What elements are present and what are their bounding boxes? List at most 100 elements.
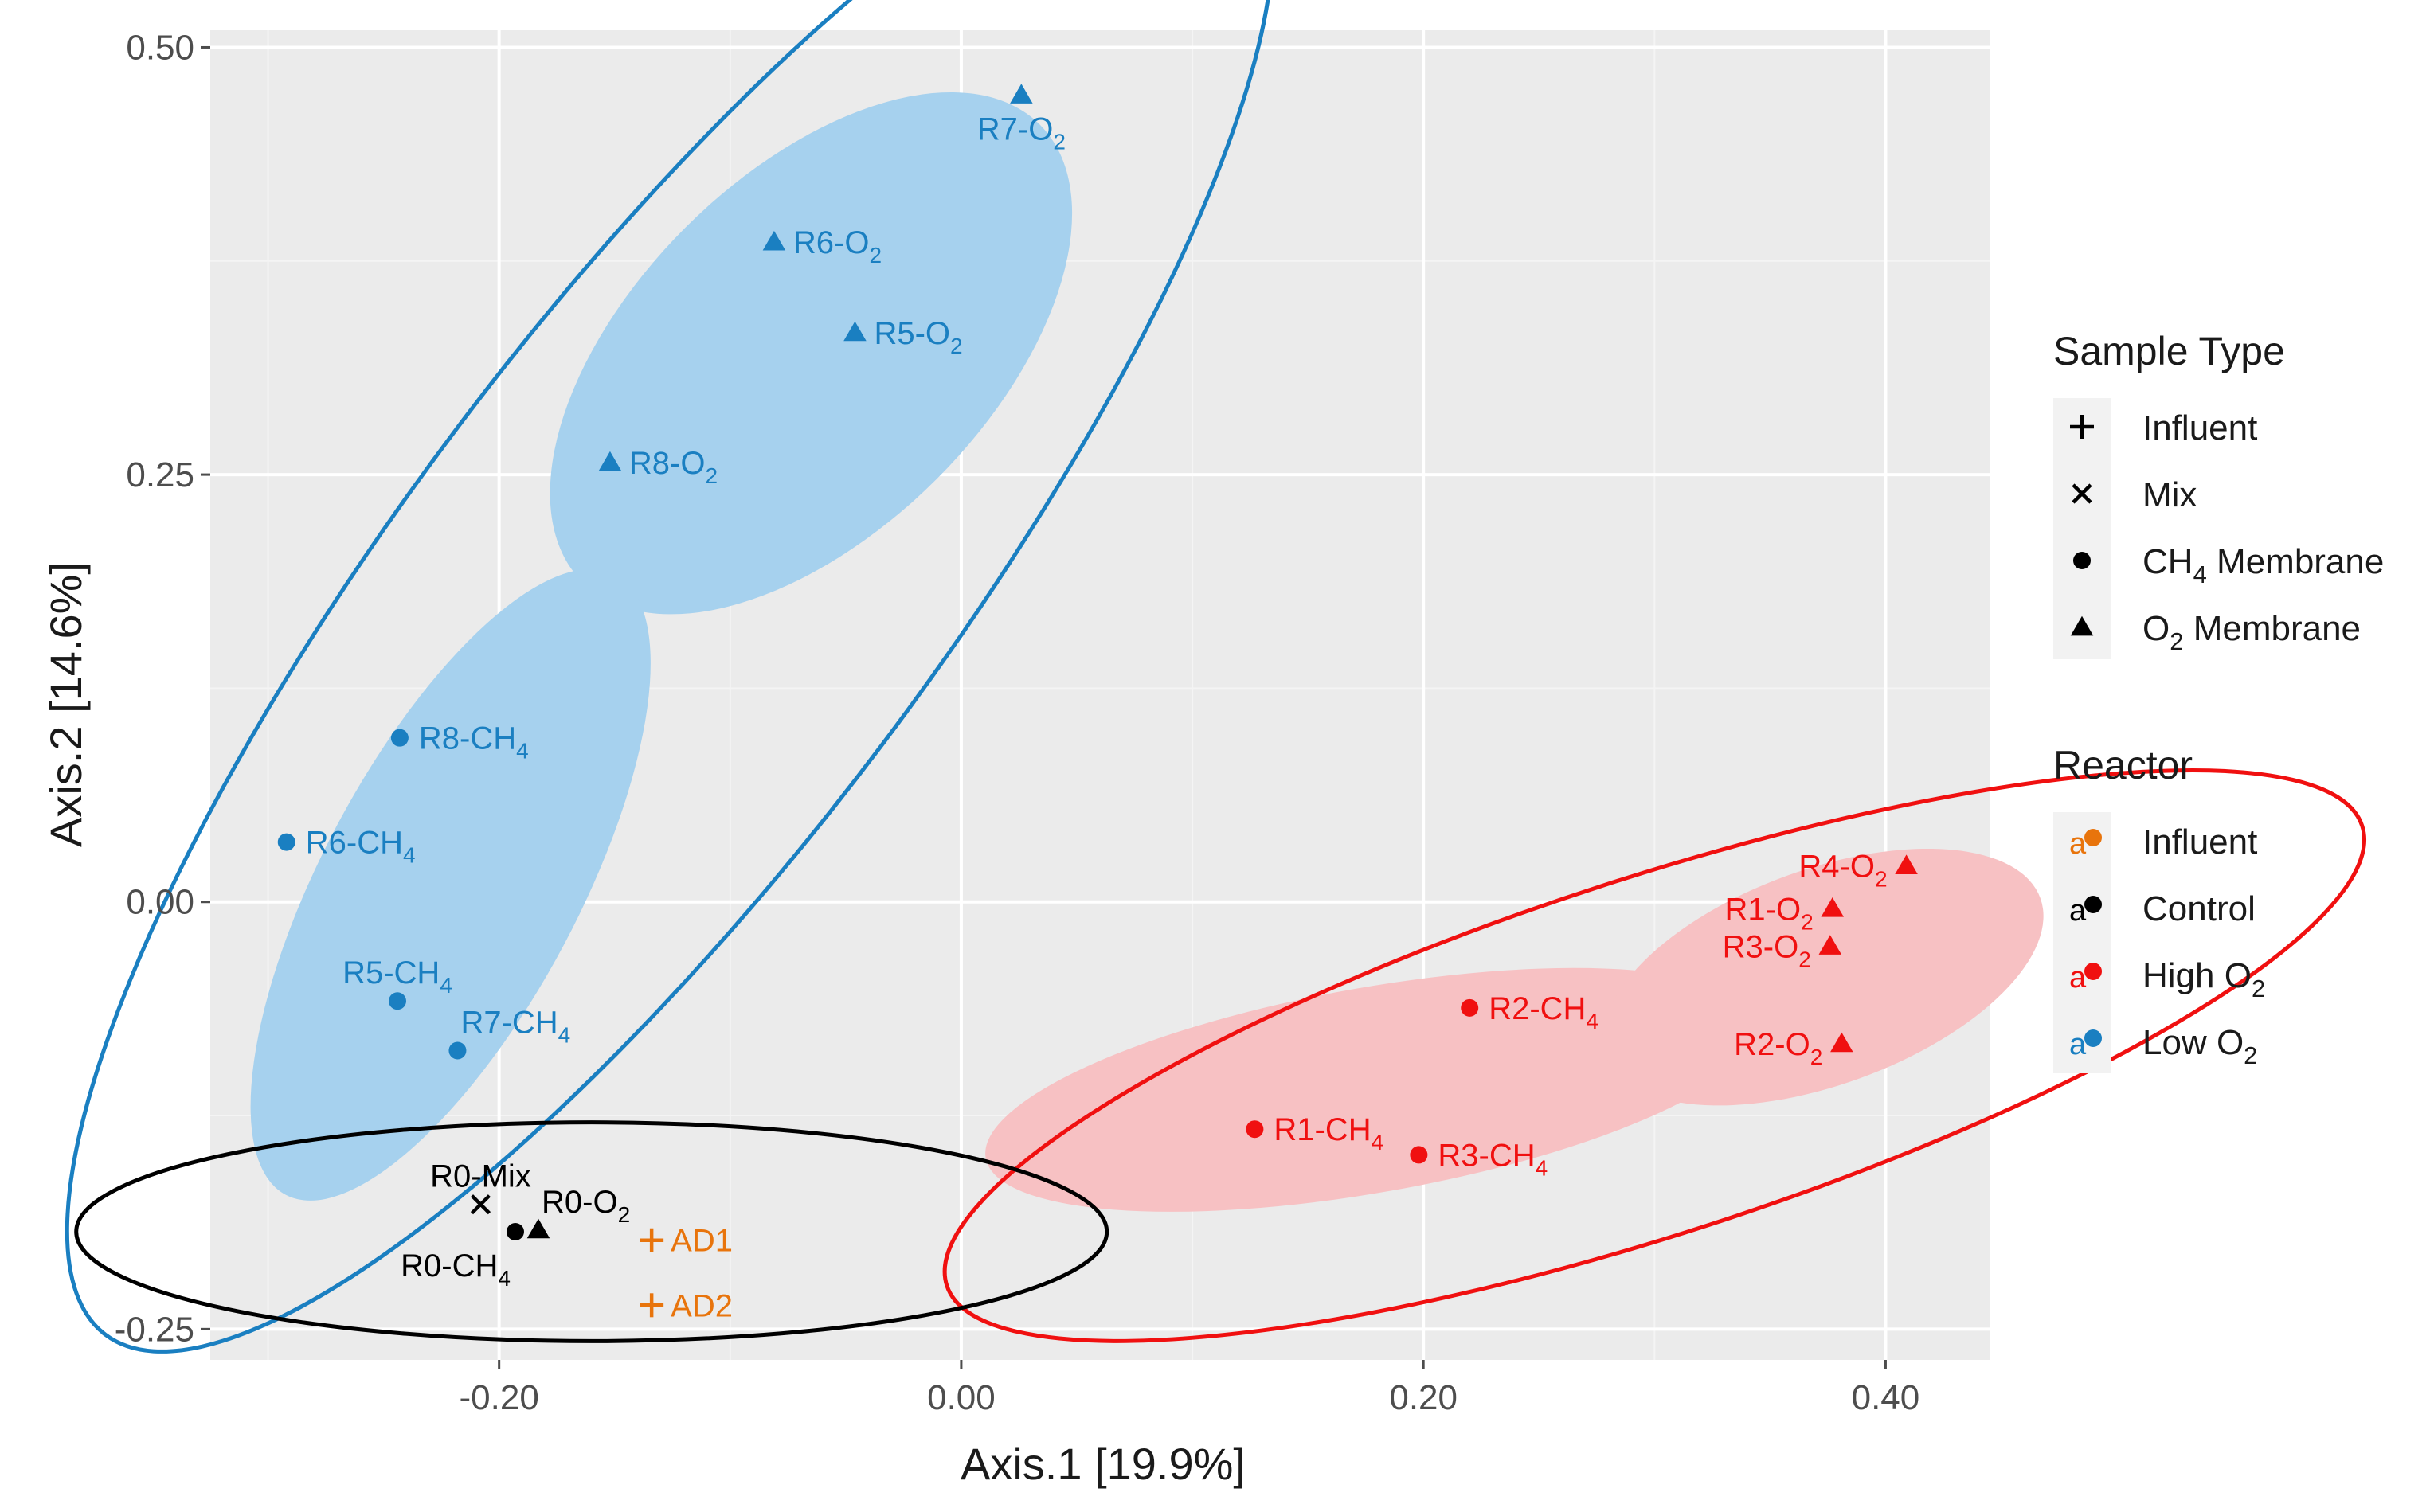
- point-R1-CH4: [1246, 1120, 1264, 1139]
- legend-sample-type-item-subscript: 2: [2170, 627, 2183, 655]
- label-R8-CH4-subscript: 4: [516, 739, 529, 764]
- label-R6-O2: R6-O2: [793, 225, 882, 268]
- axes: Axis.1 [19.9%] Axis.2 [14.6%] -0.20 0.00 0…: [41, 28, 1919, 1489]
- point-R0-Mix-d2: [470, 1194, 491, 1215]
- label-R7-CH4-subscript: 4: [558, 1022, 571, 1047]
- legend-sample-type-item-subscript: 4: [2193, 561, 2207, 588]
- label-R8-O2: R8-O2: [629, 446, 718, 488]
- point-labels: R7-O2R6-O2R5-O2R8-O2R8-CH4R6-CH4R5-CH4R7…: [306, 112, 1888, 1324]
- legend-reactor-key-dot: [2084, 896, 2102, 913]
- label-R0-CH4-subscript: 4: [498, 1266, 511, 1291]
- label-R6-CH4-subscript: 4: [403, 843, 416, 868]
- point-R3-O2: [1818, 935, 1842, 955]
- point-AD1: [640, 1228, 664, 1252]
- legend-reactor-key-dot: [2084, 963, 2102, 980]
- label-R7-CH4-text: R7-CH: [460, 1005, 558, 1040]
- legend-sample-type-item-suffix: Membrane: [2183, 609, 2361, 648]
- label-R2-O2: R2-O2: [1734, 1027, 1822, 1069]
- label-R3-CH4: R3-CH4: [1438, 1138, 1548, 1180]
- legend-title-sample-type: Sample Type: [2053, 329, 2285, 373]
- x-tick-label: 0.00: [927, 1378, 996, 1417]
- label-R0-O2-subscript: 2: [618, 1202, 631, 1227]
- point-R2-O2: [1830, 1032, 1853, 1053]
- legend-reactor-key-glyph: a: [2069, 894, 2087, 928]
- label-R3-CH4-text: R3-CH: [1438, 1138, 1535, 1173]
- y-tick-label: 0.50: [126, 28, 194, 67]
- point-R6-O2: [762, 230, 786, 251]
- label-R1-CH4: R1-CH4: [1274, 1112, 1383, 1155]
- legend-sample-type-item: O2 Membrane: [2142, 609, 2361, 655]
- x-axis-title: Axis.1 [19.9%]: [961, 1439, 1246, 1489]
- point-R8-CH4: [390, 729, 409, 747]
- label-R1-CH4-subscript: 4: [1372, 1130, 1384, 1155]
- point-R4-O2: [1895, 854, 1918, 875]
- label-R6-CH4-text: R6-CH: [306, 826, 403, 861]
- ellipse-high_o2_CH4: [985, 967, 1760, 1212]
- legend-sample-type-item: CH4 Membrane: [2142, 542, 2384, 588]
- point-R2-CH4: [1461, 998, 1479, 1017]
- label-AD1-text: AD1: [671, 1224, 733, 1259]
- label-R0-CH4-text: R0-CH: [401, 1248, 498, 1283]
- legend-sample-type-item: Influent: [2142, 408, 2257, 447]
- legend-sample-type-item-text: Mix: [2142, 475, 2197, 514]
- legend-shape-cross: [2072, 483, 2092, 504]
- label-R3-CH4-subscript: 4: [1536, 1155, 1548, 1180]
- label-R8-CH4: R8-CH4: [419, 721, 529, 764]
- label-R5-O2-text: R5-O: [874, 316, 950, 351]
- label-R5-CH4-text: R5-CH: [342, 955, 440, 990]
- label-R0-CH4: R0-CH4: [401, 1248, 511, 1291]
- legend-reactor-item: Low O2: [2142, 1023, 2257, 1069]
- legend-sample-type-item-text: CH: [2142, 542, 2193, 581]
- label-R3-O2: R3-O2: [1723, 930, 1811, 972]
- legend-reactor-key-dot: [2084, 1029, 2102, 1047]
- point-R0-CH4: [506, 1223, 524, 1241]
- label-R0-Mix: R0-Mix: [430, 1159, 531, 1194]
- legend-shape-circle: [2073, 552, 2091, 569]
- ellipse-low_o2: [65, 0, 1275, 1354]
- legend-sample-type-item-text: Influent: [2142, 408, 2257, 447]
- label-R7-O2: R7-O2: [977, 112, 1066, 154]
- legend-shape-cross-d2: [2072, 483, 2092, 504]
- point-R0-Mix: [470, 1194, 491, 1215]
- label-R8-O2-text: R8-O: [629, 446, 706, 481]
- label-R5-CH4-subscript: 4: [440, 973, 452, 998]
- legend-reactor-item: High O2: [2142, 956, 2265, 1002]
- legend-reactor-item-subscript: 2: [2252, 975, 2265, 1002]
- legend-sample-type-item-text: O: [2142, 609, 2170, 648]
- label-R6-CH4: R6-CH4: [306, 826, 416, 868]
- x-tick-label: 0.20: [1389, 1378, 1458, 1417]
- label-R5-CH4: R5-CH4: [342, 955, 452, 998]
- label-R4-O2: R4-O2: [1798, 850, 1887, 892]
- label-R7-O2-subscript: 2: [1053, 130, 1066, 154]
- point-R1-O2: [1821, 897, 1844, 917]
- legend-reactor-key-glyph: a: [2069, 961, 2087, 994]
- y-axis-title: Axis.2 [14.6%]: [41, 562, 91, 847]
- legend-reactor-item-text: High O: [2142, 956, 2252, 995]
- label-R5-O2: R5-O2: [874, 316, 962, 358]
- legend-reactor-item: Influent: [2142, 822, 2257, 861]
- label-R1-O2-subscript: 2: [1801, 909, 1814, 934]
- label-AD2: AD2: [671, 1288, 733, 1323]
- point-R7-O2: [1010, 84, 1033, 104]
- label-R0-O2-text: R0-O: [542, 1185, 618, 1220]
- label-R8-CH4-text: R8-CH: [419, 721, 516, 756]
- legend-title-reactor: Reactor: [2053, 743, 2193, 787]
- label-R2-CH4-subscript: 4: [1586, 1009, 1598, 1033]
- label-R4-O2-text: R4-O: [1798, 850, 1875, 885]
- label-R1-O2-text: R1-O: [1725, 892, 1802, 927]
- y-tick-label: 0.00: [126, 883, 194, 922]
- legend-reactor-item: Control: [2142, 889, 2256, 928]
- label-R2-O2-subscript: 2: [1810, 1045, 1823, 1069]
- ellipse-high_o2_O2: [1602, 848, 2044, 1106]
- ellipse-control_influent: [74, 1120, 1109, 1343]
- point-R0-O2: [526, 1218, 550, 1239]
- legend-shape-plus: [2070, 415, 2094, 439]
- label-R6-O2-text: R6-O: [793, 225, 870, 260]
- ellipse-low_o2_O2: [550, 92, 1073, 615]
- x-tick-label: 0.40: [1852, 1378, 1920, 1417]
- label-AD1: AD1: [671, 1224, 733, 1259]
- point-R3-CH4: [1410, 1146, 1428, 1164]
- point-R6-CH4: [277, 833, 295, 851]
- label-R7-CH4: R7-CH4: [460, 1005, 570, 1047]
